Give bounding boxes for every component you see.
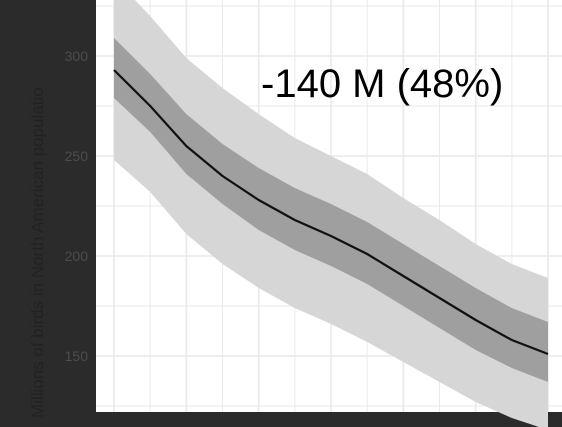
trend-line — [113, 69, 549, 356]
y-axis-label: Millions of birds in North American popu… — [28, 87, 47, 418]
y-tick-label: 300 — [65, 48, 89, 64]
y-tick-label: 150 — [65, 348, 89, 364]
y-tick-labels: 150 200 250 300 — [65, 48, 89, 364]
y-tick-label: 250 — [65, 148, 89, 164]
inner-confidence-band — [114, 38, 548, 382]
y-tick-label: 200 — [65, 248, 89, 264]
decline-annotation: -140 M (48%) — [261, 62, 503, 106]
